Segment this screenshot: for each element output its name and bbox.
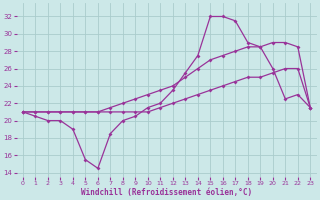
X-axis label: Windchill (Refroidissement éolien,°C): Windchill (Refroidissement éolien,°C) bbox=[81, 188, 252, 197]
